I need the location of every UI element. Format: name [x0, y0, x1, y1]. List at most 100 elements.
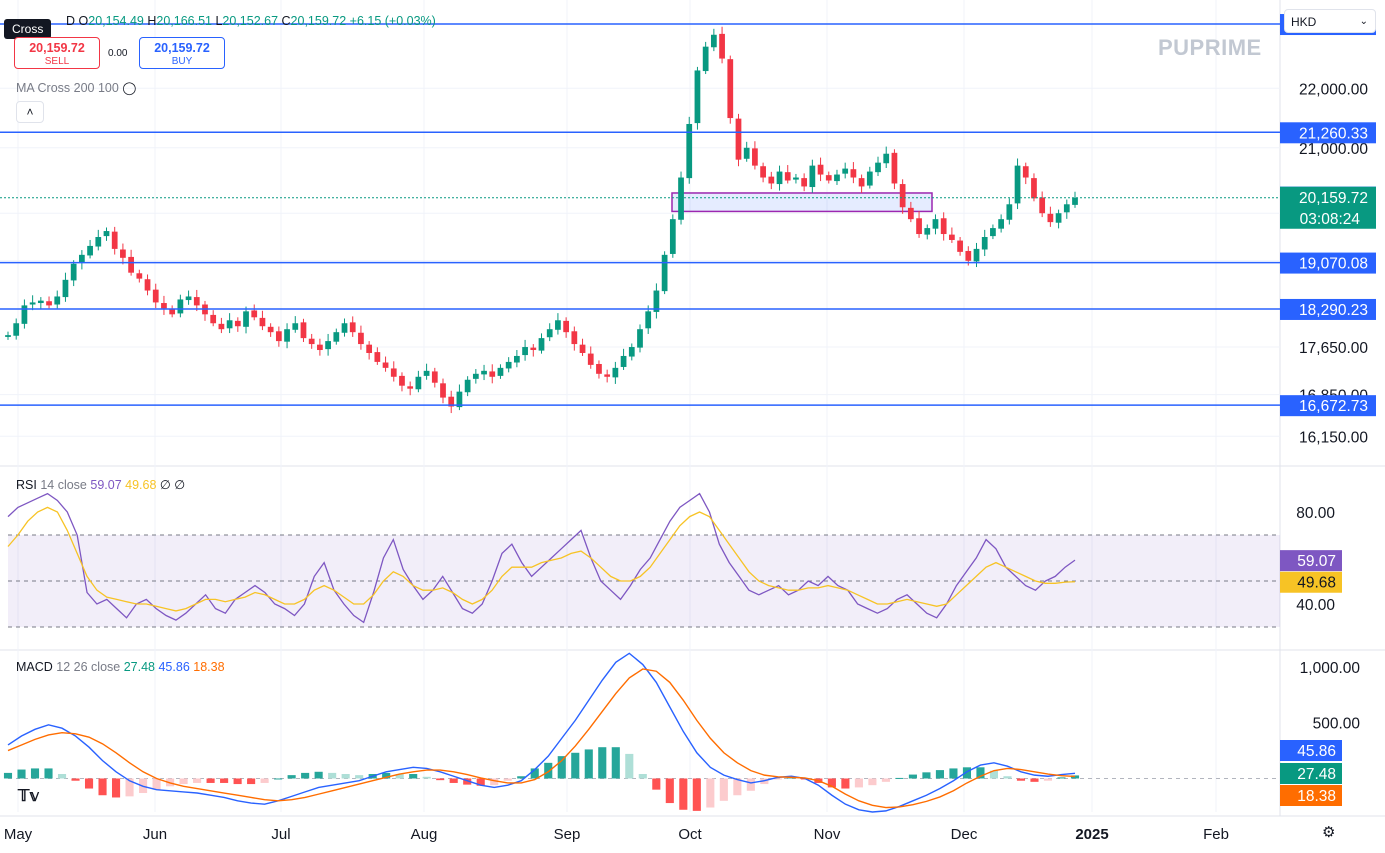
candle-body — [46, 301, 52, 306]
macd-histogram-bar — [260, 778, 269, 783]
macd-signal-line — [7, 668, 1076, 809]
macd-histogram-bar — [922, 772, 931, 779]
rsi-tick-label: 80.00 — [1296, 505, 1335, 522]
macd-histogram-bar — [638, 774, 647, 779]
macd-histogram-bar — [719, 778, 728, 801]
macd-histogram-bar — [908, 774, 917, 779]
macd-histogram-bar — [571, 752, 580, 779]
candle-body — [505, 361, 512, 369]
candle-body — [259, 317, 266, 327]
time-tick-label: Oct — [678, 826, 702, 843]
macd-value-tag — [1280, 763, 1342, 784]
candle-body — [456, 391, 463, 408]
macd-histogram-bar — [17, 769, 26, 779]
rsi-line — [7, 492, 1076, 624]
candle-body — [514, 355, 520, 363]
chevron-down-icon: ⌄ — [1359, 16, 1368, 27]
candle-body — [949, 234, 955, 240]
buy-button[interactable]: 20,159.72 BUY — [139, 37, 225, 69]
rsi-value-tag — [1280, 571, 1342, 593]
candle-body — [193, 297, 200, 306]
level-tag — [1280, 395, 1376, 417]
sell-button[interactable]: 20,159.72 SELL — [14, 37, 100, 69]
candle-body — [579, 344, 586, 353]
candle-body — [169, 308, 176, 315]
macd-histogram-bar — [409, 774, 418, 779]
price-tick-label: 17,650.00 — [1299, 340, 1368, 357]
candle-body — [399, 375, 405, 386]
candle-body — [37, 300, 44, 304]
candle-body — [932, 219, 939, 229]
macd-histogram-bar — [463, 778, 472, 785]
macd-histogram-bar — [233, 778, 242, 785]
macd-value-label: 45.86 — [1297, 743, 1336, 760]
candle-body — [341, 323, 348, 333]
candle-body — [784, 172, 791, 181]
candle-body — [120, 249, 126, 258]
candle-body — [54, 296, 61, 305]
settings-gear-icon[interactable]: ⚙ — [1322, 824, 1336, 841]
candle-body — [136, 273, 143, 279]
candle-body — [793, 177, 799, 180]
macd-histogram-bar — [1016, 778, 1026, 781]
macd-histogram-bar — [111, 778, 121, 798]
macd-name: MACD — [16, 660, 53, 674]
tradingview-logo-icon[interactable]: 𝕋𝕧 — [18, 788, 40, 805]
candle-body — [13, 323, 20, 336]
low-value: 20,152.67 — [222, 14, 279, 28]
macd-legend[interactable]: MACD 12 26 close 27.48 45.86 18.38 — [16, 660, 225, 674]
current-price-tag — [1280, 186, 1376, 229]
macd-histogram-bar — [422, 776, 431, 779]
macd-histogram-bar — [71, 778, 80, 781]
candle-body — [587, 353, 594, 365]
macd-histogram-bar — [274, 778, 283, 780]
level-tag — [1280, 122, 1376, 144]
rsi-value-label: 49.68 — [1297, 575, 1336, 592]
open-value: 20,154.49 — [88, 14, 144, 28]
candle-body — [374, 352, 381, 362]
candle-body — [218, 323, 225, 330]
macd-histogram-bar — [220, 778, 229, 783]
candle-body — [29, 302, 36, 305]
rsi-pane — [7, 492, 1280, 628]
candle-body — [226, 320, 233, 329]
macd-pane — [3, 652, 1280, 813]
candle-body — [292, 323, 299, 330]
macd-histogram-bar — [881, 778, 890, 782]
support-zone — [671, 192, 933, 213]
price-tick-label: 22,000.00 — [1299, 81, 1368, 98]
candle-body — [866, 171, 873, 186]
candle-body — [128, 256, 134, 273]
ma-indicator-legend[interactable]: MA Cross 200 100 ◯ — [16, 80, 136, 95]
macd-histogram-bar — [1057, 777, 1066, 779]
rsi-value-tag — [1280, 550, 1342, 572]
candle-body — [234, 320, 241, 327]
level-tag-label: 16,672.73 — [1299, 398, 1368, 415]
currency-select[interactable]: HKD ⌄ — [1284, 9, 1376, 33]
collapse-legend-button[interactable]: ˄ — [16, 101, 44, 123]
macd-histogram-bar — [976, 767, 985, 779]
price-tick-label: 21,000.00 — [1299, 141, 1368, 158]
candle-body — [185, 296, 192, 301]
rsi-ma-value: 49.68 — [125, 478, 157, 492]
candle-body — [620, 355, 627, 367]
candle-body — [358, 332, 364, 345]
candle-body — [382, 362, 389, 368]
macd-histogram-bar — [287, 775, 296, 779]
eye-off-icon[interactable]: ◯ — [122, 81, 137, 95]
candle-body — [1014, 165, 1021, 204]
candle-body — [981, 237, 988, 250]
macd-histogram-bar — [746, 778, 755, 791]
candle-body — [546, 329, 553, 338]
candle-body — [300, 322, 307, 339]
macd-histogram-bar — [314, 771, 323, 779]
rsi-legend[interactable]: RSI 14 close 59.07 49.68 ∅ ∅ — [16, 477, 185, 492]
candle-body — [694, 70, 701, 124]
close-label: C — [281, 14, 291, 28]
level-tag — [1280, 298, 1376, 320]
macd-histogram-bar — [611, 747, 620, 779]
candle-body — [522, 347, 528, 356]
candle-body — [317, 344, 323, 351]
candle-body — [957, 240, 963, 252]
